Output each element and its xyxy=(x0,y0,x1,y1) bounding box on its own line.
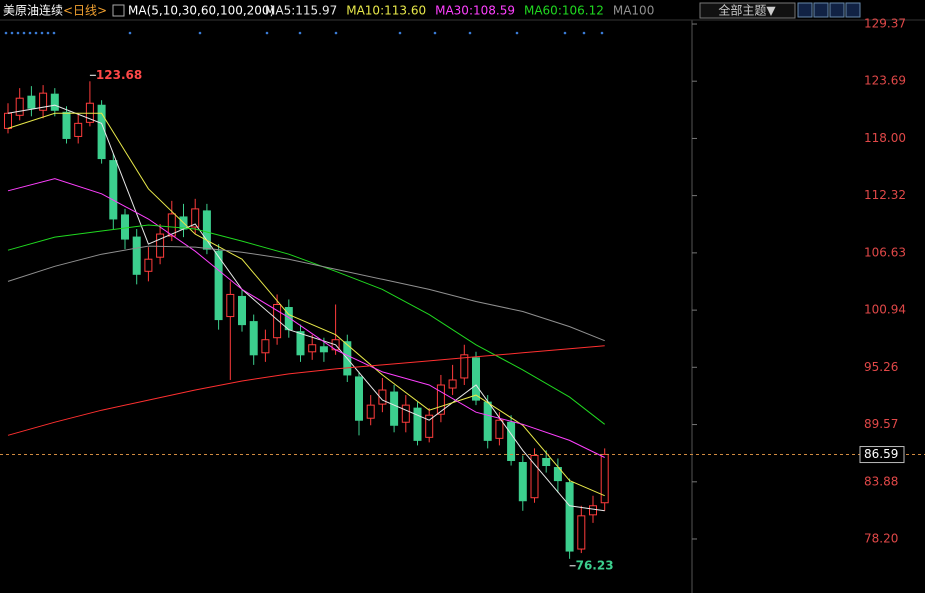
tool-icon[interactable] xyxy=(845,2,861,18)
legend-entry: MA60:106.12 xyxy=(524,4,604,18)
candle-body xyxy=(62,111,71,139)
candle-body xyxy=(507,421,516,461)
high-label: 123.68 xyxy=(96,68,142,82)
candle-body xyxy=(472,357,480,401)
last-price-label: 86.59 xyxy=(864,447,898,461)
tool-icon[interactable] xyxy=(797,2,813,18)
legend-entry: MA30:108.59 xyxy=(435,4,515,18)
event-dots xyxy=(4,31,604,35)
candle-body xyxy=(214,250,223,321)
candle-body xyxy=(401,404,410,423)
legend-entry: MA5:115.97 xyxy=(265,4,337,18)
ma-label: MA(5,10,30,60,100,200) xyxy=(128,4,274,18)
candle-body xyxy=(202,210,211,250)
legend-entry: MA10:113.60 xyxy=(346,4,426,18)
y-tick-label: 78.20 xyxy=(864,531,898,545)
legend-entry: MA100 xyxy=(613,4,654,18)
candle-body xyxy=(390,391,399,426)
candle-body xyxy=(483,401,492,441)
candle-body xyxy=(85,102,94,123)
candle-body xyxy=(296,331,305,356)
candle-body xyxy=(448,379,457,389)
ma-icon[interactable] xyxy=(112,4,125,17)
theme-button[interactable] xyxy=(699,2,796,19)
ma-line xyxy=(7,104,605,512)
candle-body xyxy=(4,112,12,129)
candle-body xyxy=(577,515,586,550)
tool-icon[interactable] xyxy=(813,2,829,18)
ma-line xyxy=(7,178,605,458)
candle-body xyxy=(495,419,504,439)
candle-body xyxy=(542,457,551,467)
candle-body xyxy=(249,321,258,356)
candle-body xyxy=(600,453,609,504)
ma-line xyxy=(7,224,606,425)
y-tick-label: 83.88 xyxy=(864,474,898,488)
y-tick-label: 123.69 xyxy=(864,74,906,88)
y-tick-label: 100.94 xyxy=(864,303,906,317)
candle-body xyxy=(355,376,363,421)
y-tick-label: 118.00 xyxy=(864,131,906,145)
candle-body xyxy=(156,233,165,258)
candle-body xyxy=(308,344,317,353)
last-price-box xyxy=(859,446,905,464)
candle-body xyxy=(565,482,574,552)
candle-body xyxy=(109,160,118,220)
candle-body xyxy=(378,389,387,405)
y-tick-label: 112.32 xyxy=(864,188,906,202)
chart-title: 美原油连续 xyxy=(3,3,63,18)
candle-body xyxy=(273,303,282,339)
y-tick-label: 106.63 xyxy=(864,245,906,259)
ma-line xyxy=(7,345,605,436)
ma-line xyxy=(7,245,605,342)
candle-body xyxy=(74,122,83,137)
candle-body xyxy=(226,293,235,318)
candle-body xyxy=(436,384,445,415)
y-tick-label: 95.26 xyxy=(864,360,898,374)
period: <日线> xyxy=(63,4,107,18)
candle-body xyxy=(425,414,434,438)
low-label: 76.23 xyxy=(576,558,614,572)
candle-body xyxy=(144,258,153,272)
y-tick-label: 89.57 xyxy=(864,417,898,431)
candle-body xyxy=(39,92,48,111)
candle-body xyxy=(366,404,375,419)
candle-body xyxy=(413,407,422,441)
candle-body xyxy=(460,354,469,379)
candle-body xyxy=(121,214,129,240)
candle-body xyxy=(50,93,59,111)
ma-line xyxy=(7,112,605,497)
candle-body xyxy=(167,213,176,237)
candle-body xyxy=(261,339,270,354)
candle-body xyxy=(284,307,293,331)
candle-body xyxy=(518,461,527,502)
y-tick-label: 129.37 xyxy=(864,17,906,31)
candle-body xyxy=(27,95,36,109)
tool-icon[interactable] xyxy=(829,2,845,18)
candle-body xyxy=(191,208,200,228)
candle-body xyxy=(15,97,24,116)
candle-body xyxy=(589,505,597,516)
candle-body xyxy=(530,454,539,499)
candle-body xyxy=(132,236,141,275)
theme-button-label[interactable]: 全部主题▼ xyxy=(718,3,776,18)
candle-body xyxy=(319,346,328,353)
candle-body xyxy=(238,295,246,326)
